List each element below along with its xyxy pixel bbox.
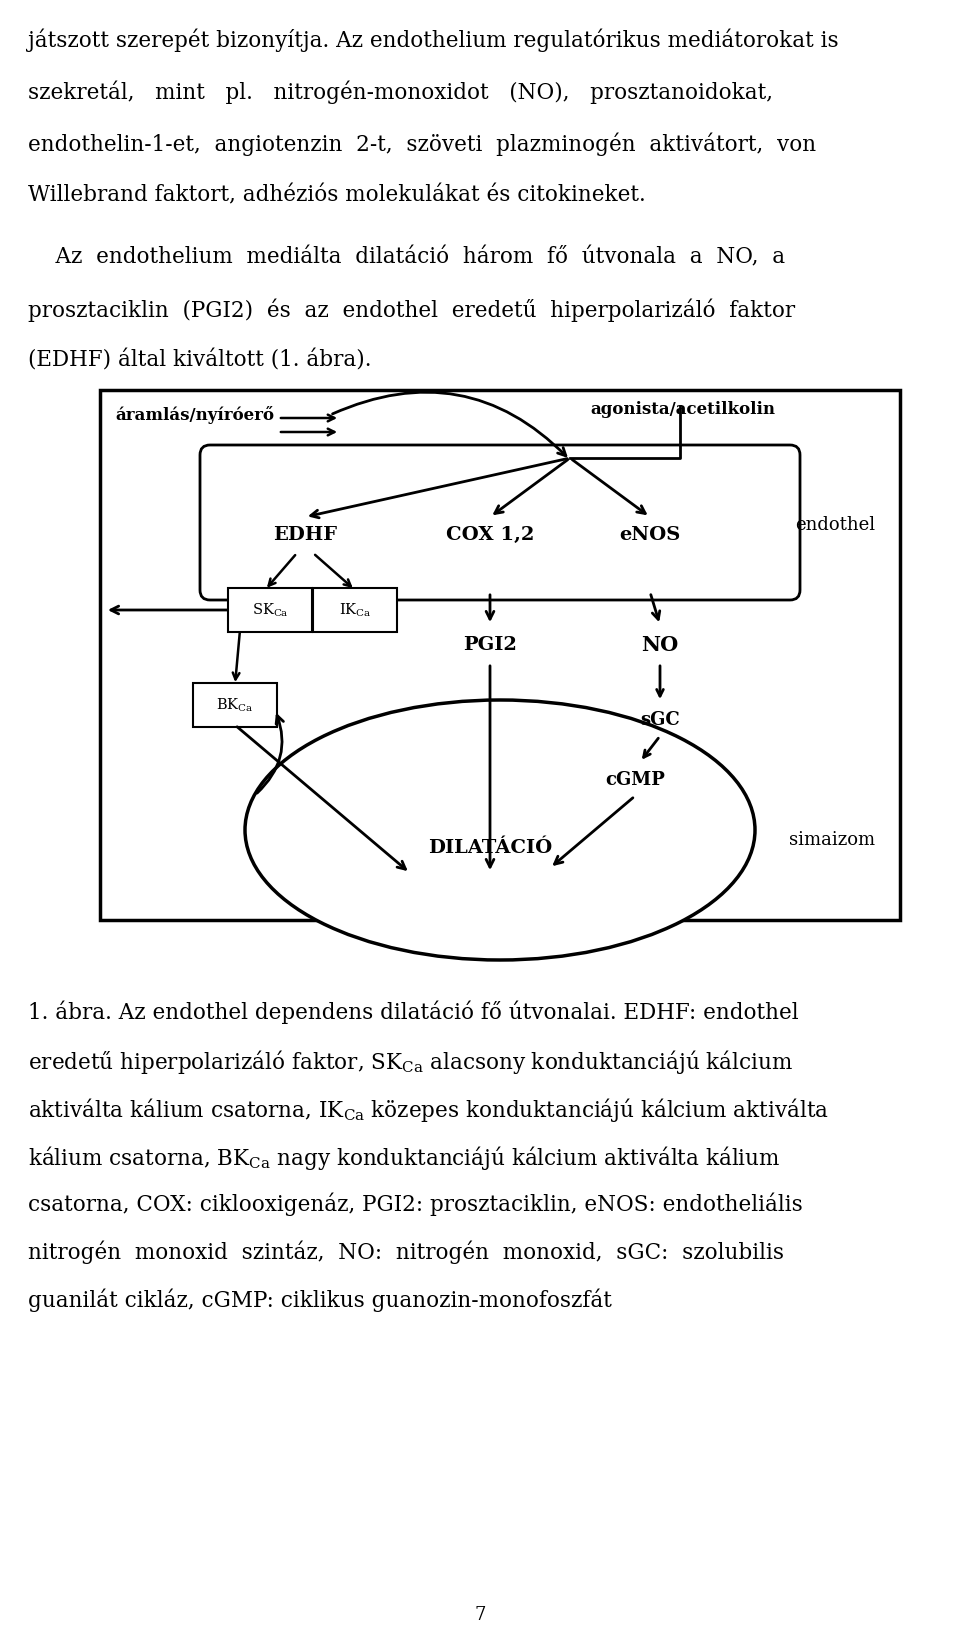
Text: agonista/acetilkolin: agonista/acetilkolin <box>590 401 775 419</box>
Text: eredetű hiperpolarizáló faktor, SK$_{\mathregular{Ca}}$ alacsony konduktanciájú : eredetű hiperpolarizáló faktor, SK$_{\ma… <box>28 1048 793 1076</box>
Text: sGC: sGC <box>640 711 680 729</box>
Text: endothel: endothel <box>795 516 875 534</box>
Text: áramlás/nyíróerő: áramlás/nyíróerő <box>115 406 274 424</box>
Text: játszott szerepét bizonyítja. Az endothelium regulatórikus mediátorokat is: játszott szerepét bizonyítja. Az endothe… <box>28 28 839 51</box>
FancyBboxPatch shape <box>193 683 277 726</box>
Text: eNOS: eNOS <box>619 526 681 544</box>
Text: DILATÁCIÓ: DILATÁCIÓ <box>428 840 552 858</box>
Text: cGMP: cGMP <box>605 771 665 789</box>
Text: (EDHF) által kiváltott (1. ábra).: (EDHF) által kiváltott (1. ábra). <box>28 350 372 371</box>
Text: COX 1,2: COX 1,2 <box>445 526 534 544</box>
Text: simaizom: simaizom <box>789 831 875 849</box>
Text: EDHF: EDHF <box>273 526 337 544</box>
Text: SK$_{\mathregular{Ca}}$: SK$_{\mathregular{Ca}}$ <box>252 601 288 619</box>
FancyBboxPatch shape <box>228 588 312 633</box>
Text: NO: NO <box>641 634 679 656</box>
FancyBboxPatch shape <box>313 588 397 633</box>
Text: 1. ábra. Az endothel dependens dilatáció fő útvonalai. EDHF: endothel: 1. ábra. Az endothel dependens dilatáció… <box>28 1001 799 1024</box>
Text: PGI2: PGI2 <box>463 636 516 654</box>
Text: Willebrand faktort, adhéziós molekulákat és citokineket.: Willebrand faktort, adhéziós molekulákat… <box>28 184 646 205</box>
Text: IK$_{\mathregular{Ca}}$: IK$_{\mathregular{Ca}}$ <box>339 601 372 619</box>
FancyBboxPatch shape <box>100 389 900 920</box>
Text: aktiválta kálium csatorna, IK$_{\mathregular{Ca}}$ közepes konduktanciájú kálciu: aktiválta kálium csatorna, IK$_{\mathreg… <box>28 1096 829 1124</box>
Text: prosztaciklin  (PGI2)  és  az  endothel  eredetű  hiperpolarizáló  faktor: prosztaciklin (PGI2) és az endothel ered… <box>28 297 795 322</box>
Text: BK$_{\mathregular{Ca}}$: BK$_{\mathregular{Ca}}$ <box>216 697 253 713</box>
Text: Az  endothelium  mediálta  dilatáció  három  fő  útvonala  a  NO,  a: Az endothelium mediálta dilatáció három … <box>28 246 785 268</box>
Text: kálium csatorna, BK$_{\mathregular{Ca}}$ nagy konduktanciájú kálcium aktiválta k: kálium csatorna, BK$_{\mathregular{Ca}}$… <box>28 1144 780 1171</box>
Text: endothelin-1-et,  angiotenzin  2-t,  szöveti  plazminogén  aktivátort,  von: endothelin-1-et, angiotenzin 2-t, szövet… <box>28 131 816 156</box>
Text: guanilát cikláz, cGMP: ciklikus guanozin-monofoszfát: guanilát cikláz, cGMP: ciklikus guanozin… <box>28 1288 612 1311</box>
Text: 7: 7 <box>474 1605 486 1623</box>
Text: szekretál,   mint   pl.   nitrogén-monoxidot   (NO),   prosztanoidokat,: szekretál, mint pl. nitrogén-monoxidot (… <box>28 81 773 104</box>
Text: csatorna, COX: ciklooxigenáz, PGI2: prosztaciklin, eNOS: endotheliális: csatorna, COX: ciklooxigenáz, PGI2: pros… <box>28 1193 803 1216</box>
Text: nitrogén  monoxid  szintáz,  NO:  nitrogén  monoxid,  sGC:  szolubilis: nitrogén monoxid szintáz, NO: nitrogén m… <box>28 1240 784 1263</box>
FancyBboxPatch shape <box>200 445 800 600</box>
Ellipse shape <box>245 700 755 960</box>
